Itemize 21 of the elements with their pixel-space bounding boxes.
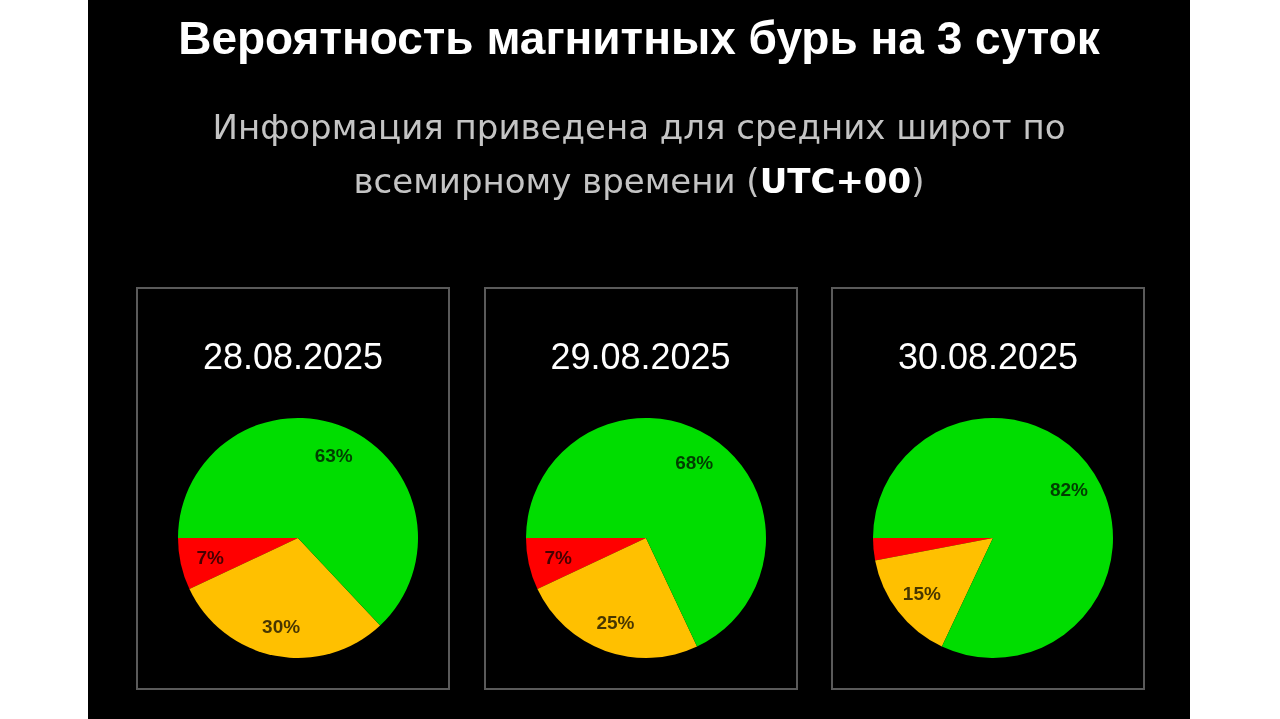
chart-title: 30.08.2025 xyxy=(897,336,1079,377)
pie-slice xyxy=(873,538,993,561)
data-label: 63% xyxy=(314,444,353,466)
chart-title: 28.08.2025 xyxy=(202,336,384,377)
pie-slice xyxy=(189,538,381,658)
pie-slice xyxy=(525,538,646,590)
data-label: 68% xyxy=(674,451,713,473)
data-label: 7% xyxy=(196,547,224,569)
data-label: 30% xyxy=(262,615,301,637)
data-label: 7% xyxy=(543,547,572,569)
pie-slice xyxy=(536,538,697,658)
data-label: 15% xyxy=(902,582,941,604)
data-label: 82% xyxy=(1049,479,1089,501)
pie-slice xyxy=(875,538,993,647)
pie-slice xyxy=(525,418,766,647)
pie-slice xyxy=(873,418,1113,658)
text: Информация приведена для средних широт по всемирному времени (UTC+00) xyxy=(212,107,1066,201)
pie-slice xyxy=(178,538,298,590)
chart-title: 29.08.2025 xyxy=(550,336,731,377)
text: Вероятность магнитных бурь на 3 суток xyxy=(178,12,1100,64)
data-label: 25% xyxy=(596,612,635,634)
